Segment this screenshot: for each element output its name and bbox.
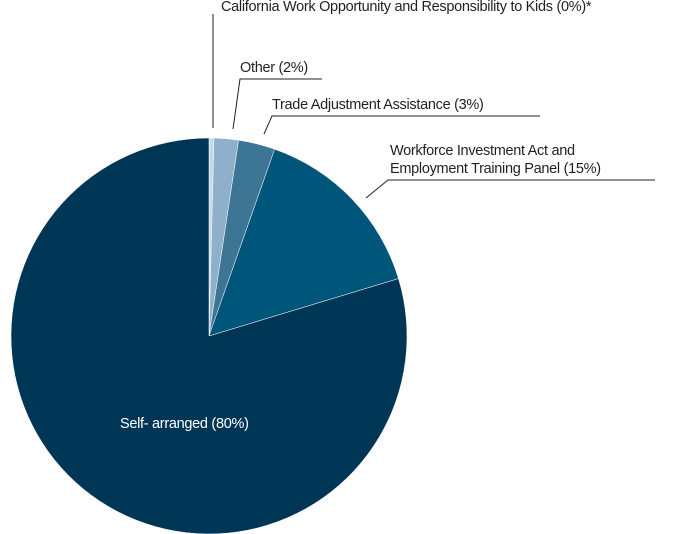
value-label: (80%) xyxy=(211,416,249,432)
slice-label: Workforce Investment Act and Employment … xyxy=(390,142,652,178)
label-text: Workforce Investment Act and Employment … xyxy=(390,143,575,177)
slice-label: California Work Opportunity and Responsi… xyxy=(221,0,592,16)
slice-label: Trade Adjustment Assistance (3%) xyxy=(272,96,484,114)
label-text: Trade Adjustment Assistance xyxy=(272,97,451,113)
slice-label: Other (2%) xyxy=(240,59,308,77)
value-label: (2%) xyxy=(278,60,309,76)
leader-line xyxy=(263,115,540,135)
slice-label: Self- arranged (80%) xyxy=(120,415,249,433)
leader-line xyxy=(232,78,322,130)
label-text: California Work Opportunity and Responsi… xyxy=(221,0,553,15)
value-label: (0%)* xyxy=(556,0,592,15)
label-text: Other xyxy=(240,60,275,76)
label-text: Self- arranged xyxy=(120,416,208,432)
leader-line xyxy=(365,179,655,199)
value-label: (3%) xyxy=(454,97,484,113)
value-label: (15%) xyxy=(563,161,601,177)
pie-slice xyxy=(10,137,408,534)
pie-slice xyxy=(208,148,399,337)
